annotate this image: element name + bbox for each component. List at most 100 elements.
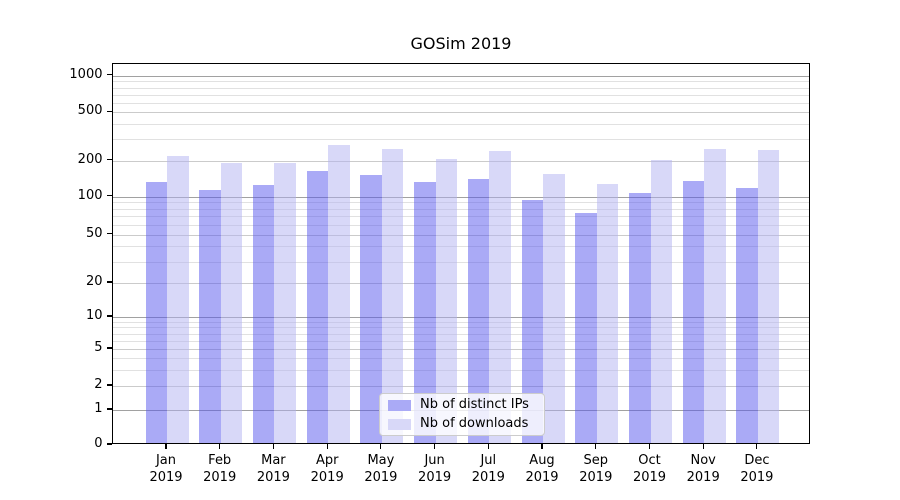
y-tick-mark-1000 [106,74,112,76]
legend: Nb of distinct IPs Nb of downloads [379,393,545,436]
y-tick-mark-500 [106,110,112,112]
x-tick-mark-feb [219,444,221,449]
chart-title: GOSim 2019 [410,34,512,53]
gridline-8 [113,327,809,329]
x-tick-label-aug: Aug 2019 [525,453,559,485]
bar-downloads-aug [543,173,565,443]
bar-downloads-nov [704,149,726,443]
y-tick-label-10: 10 [85,308,103,323]
gridlines-layer [113,64,809,443]
x-tick-mark-nov [702,444,704,449]
x-tick-label-sep: Sep 2019 [579,453,613,485]
gridline-100 [113,196,809,198]
legend-item-distinct-ips: Nb of distinct IPs [388,398,536,412]
gridline-200 [113,160,809,162]
bar-downloads-jul [489,151,511,443]
y-tick-mark-5 [106,347,112,349]
x-tick-label-dec: Dec 2019 [740,453,774,485]
bar-ips-jul [467,178,490,443]
gridline-40 [113,246,809,248]
x-tick-mark-aug [541,444,543,449]
gridline-7 [113,333,809,335]
x-tick-label-jul: Jul 2019 [471,453,505,485]
gridline-20 [113,283,809,284]
gridline-50 [113,234,809,236]
y-tick-label-200: 200 [77,151,103,167]
x-tick-label-jun: Jun 2019 [418,453,452,485]
y-tick-label-1000: 1000 [69,66,103,82]
bar-downloads-may [381,148,404,443]
gridline-900 [113,81,809,83]
legend-label-ips: Nb of distinct IPs [420,397,529,412]
x-tick-label-feb: Feb 2019 [203,453,237,485]
legend-swatch-ips-icon [388,399,411,411]
bar-downloads-jun [435,158,458,443]
gridline-300 [113,139,809,141]
y-tick-label-0: 0 [94,436,103,451]
y-tick-label-500: 500 [77,103,103,119]
x-tick-mark-may [380,444,382,449]
bar-downloads-jan [167,156,189,443]
legend-swatch-downloads-icon [388,418,411,430]
bar-downloads-apr [328,145,350,443]
bar-ips-jan [145,181,167,443]
bar-downloads-sep [596,184,619,443]
y-tick-label-50: 50 [85,225,103,241]
gridline-6 [113,340,809,342]
bar-downloads-dec [757,149,780,443]
y-tick-mark-100 [106,195,112,197]
y-tick-label-1: 1 [94,401,103,416]
x-tick-mark-jun [434,444,436,449]
gridline-9 [113,321,809,323]
bar-downloads-oct [650,160,672,443]
x-tick-mark-dec [756,444,758,449]
legend-label-downloads: Nb of downloads [420,416,529,431]
gridline-80 [113,208,809,210]
plot-area: Nb of distinct IPs Nb of downloads [112,63,810,444]
x-tick-mark-oct [648,444,651,449]
x-tick-label-mar: Mar 2019 [256,453,290,485]
y-tick-mark-200 [106,158,112,161]
gridline-70 [113,216,809,218]
x-tick-mark-jul [487,444,489,449]
x-tick-mark-apr [326,444,328,449]
bar-ips-dec [736,188,758,443]
y-tick-mark-20 [106,281,112,283]
y-tick-label-2: 2 [94,377,103,392]
gridline-600 [113,102,809,104]
y-tick-label-20: 20 [85,274,103,289]
legend-item-downloads: Nb of downloads [388,417,536,431]
bar-ips-apr [306,171,329,443]
y-tick-mark-50 [106,232,112,235]
gridline-700 [113,94,809,96]
gridline-400 [113,124,809,125]
x-tick-label-apr: Apr 2019 [310,453,344,485]
gridline-800 [113,87,809,89]
bar-ips-oct [629,193,651,443]
y-tick-mark-1 [106,408,112,410]
bar-ips-may [360,175,382,443]
gridline-500 [113,112,809,114]
gridline-3 [113,369,809,371]
gridline-5 [113,349,809,350]
gridline-2 [113,386,809,387]
x-tick-label-jan: Jan 2019 [149,453,183,485]
bar-ips-jun [414,181,436,443]
gridline-10 [113,317,809,318]
gridline-4 [113,358,809,359]
gridline-1000 [113,75,809,77]
bar-downloads-mar [274,162,296,443]
bar-ips-sep [575,212,597,443]
y-tick-mark-10 [106,315,112,317]
y-tick-mark-2 [106,384,112,386]
y-tick-label-5: 5 [94,340,103,355]
bars-layer [113,64,809,443]
x-tick-label-may: May 2019 [364,453,398,485]
bar-ips-aug [521,199,543,443]
x-tick-label-oct: Oct 2019 [632,453,667,485]
bar-ips-feb [199,189,221,443]
x-tick-label-nov: Nov 2019 [686,453,720,485]
y-tick-mark-0 [106,443,112,445]
x-tick-mark-sep [595,444,597,449]
